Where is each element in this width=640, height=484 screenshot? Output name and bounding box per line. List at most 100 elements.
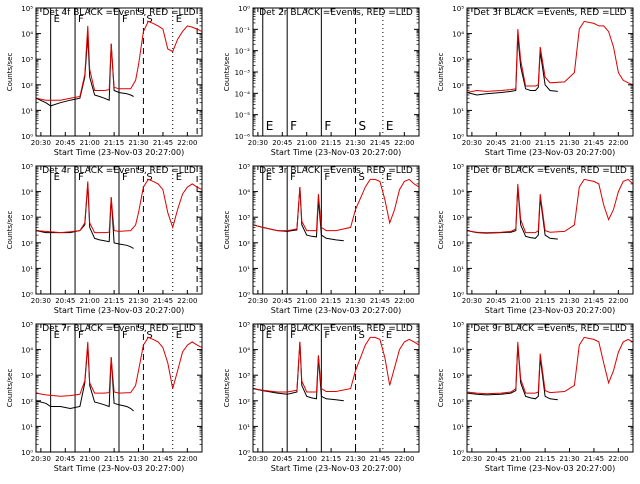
x-tick-label: 21:15 — [321, 139, 341, 147]
vline-label-4: E — [386, 119, 394, 133]
x-tick-label: 21:30 — [345, 455, 365, 463]
x-tick-label: 22:00 — [608, 455, 628, 463]
x-tick-label: 21:45 — [370, 297, 390, 305]
x-axis-label: Start Time (23-Nov-03 20:27:00) — [485, 464, 615, 473]
y-tick-label: 10² — [452, 398, 464, 406]
plot-frame — [252, 165, 420, 295]
x-tick-label: 21:00 — [511, 297, 531, 305]
y-axis-label: Counts/sec — [6, 369, 14, 408]
series-line-lld — [36, 336, 202, 397]
y-tick-label: 10⁴ — [21, 189, 33, 197]
x-tick-label: 21:15 — [535, 455, 555, 463]
vline-label-1: F — [290, 172, 296, 183]
y-tick-label: 10¹ — [452, 107, 464, 115]
y-axis-label: Counts/sec — [223, 211, 231, 250]
series-line-lld — [253, 178, 419, 232]
x-tick-label: 20:30 — [31, 297, 51, 305]
vline-label-4: E — [386, 172, 392, 183]
vline-label-2: F — [324, 119, 331, 133]
x-tick-label: 22:00 — [177, 455, 197, 463]
x-tick-label: 22:00 — [394, 297, 414, 305]
y-tick-label: 10⁰ — [21, 291, 33, 299]
series-line-events — [36, 345, 134, 412]
y-tick-label: 10² — [21, 82, 33, 90]
chart-panel-det3f: Det 3f BLACK =Events, RED =LLD 20:30 20:45… — [437, 5, 634, 157]
x-tick-label: 20:45 — [55, 297, 75, 305]
y-tick-label: 10³ — [21, 56, 33, 64]
chart-panel-det2r: Det 2r BLACK =Events, RED =LLD E F F S E 20:30… — [223, 5, 420, 157]
y-tick-label: 10⁴ — [21, 347, 33, 355]
y-tick-label: 10² — [238, 398, 250, 406]
x-tick-label: 21:30 — [128, 297, 148, 305]
y-tick-label: 10⁰ — [238, 5, 250, 13]
y-tick-label: 10³ — [452, 214, 464, 222]
x-tick-label: 21:45 — [584, 297, 604, 305]
vline-label-2: F — [122, 14, 128, 25]
x-axis-label: Start Time (23-Nov-03 20:27:00) — [271, 148, 401, 157]
series-group — [467, 178, 633, 240]
y-axis-label: Counts/sec — [437, 211, 445, 250]
chart-title: Det 3f BLACK =Events, RED =LLD — [473, 8, 626, 18]
series-line-lld — [36, 178, 202, 234]
vline-label-4: E — [176, 172, 182, 183]
chart-title: Det 6r BLACK =Events, RED =LLD — [473, 166, 627, 176]
vline-label-1: F — [290, 330, 296, 341]
y-tick-label: 10³ — [452, 56, 464, 64]
y-axis-label: Counts/sec — [223, 53, 231, 92]
y-tick-label: 10³ — [21, 372, 33, 380]
x-tick-label: 21:00 — [80, 455, 100, 463]
x-tick-label: 21:30 — [345, 297, 365, 305]
series-line-lld — [36, 20, 202, 101]
y-tick-label: 10⁵ — [21, 5, 33, 13]
vline-label-3: S — [359, 172, 365, 183]
x-tick-label: 20:45 — [486, 139, 506, 147]
y-tick-label: 10⁵ — [238, 163, 250, 171]
series-group — [36, 336, 202, 412]
chart-title: Det 2r BLACK =Events, RED =LLD — [259, 8, 413, 18]
x-tick-label: 21:15 — [321, 297, 341, 305]
x-tick-label: 21:15 — [104, 139, 124, 147]
y-tick-label: 10⁵ — [21, 163, 33, 171]
x-tick-label: 21:45 — [153, 455, 173, 463]
vline-label-3: S — [146, 330, 152, 341]
vline-label-0: E — [54, 172, 60, 183]
y-tick-label: 10¹ — [452, 423, 464, 431]
x-tick-label: 21:30 — [345, 139, 365, 147]
y-tick-label: 10⁴ — [238, 347, 250, 355]
x-tick-label: 21:45 — [370, 455, 390, 463]
vline-label-0: E — [54, 14, 60, 25]
y-tick-label: 10⁰ — [238, 291, 250, 299]
y-tick-label: 10⁵ — [452, 163, 464, 171]
series-line-events — [467, 187, 558, 240]
x-tick-label: 20:45 — [486, 455, 506, 463]
vline-label-0: E — [266, 330, 272, 341]
x-tick-label: 21:30 — [128, 455, 148, 463]
x-tick-label: 20:30 — [462, 139, 482, 147]
x-tick-label: 20:30 — [248, 297, 268, 305]
y-tick-label: 10⁵ — [21, 321, 33, 329]
y-tick-label: 10⁵ — [452, 5, 464, 13]
vline-label-2: F — [122, 172, 128, 183]
x-tick-label: 21:30 — [559, 297, 579, 305]
vline-label-1: F — [78, 172, 84, 183]
vline-label-1: F — [78, 330, 84, 341]
x-tick-label: 21:45 — [153, 139, 173, 147]
vline-label-1: F — [78, 14, 84, 25]
x-tick-label: 20:45 — [272, 297, 292, 305]
y-axis-label: Counts/sec — [437, 53, 445, 92]
series-line-events — [253, 341, 344, 402]
y-tick-label: 10⁴ — [238, 189, 250, 197]
x-tick-label: 21:00 — [297, 297, 317, 305]
x-tick-label: 20:30 — [248, 455, 268, 463]
x-tick-label: 22:00 — [177, 139, 197, 147]
x-axis-label: Start Time (23-Nov-03 20:27:00) — [485, 306, 615, 315]
plot-frame — [466, 165, 634, 295]
chart-title: Det 9r BLACK =Events, RED =LLD — [473, 324, 627, 334]
series-line-events — [36, 36, 134, 107]
vline-label-0: E — [266, 119, 274, 133]
y-tick-label: 10⁻² — [235, 48, 251, 56]
